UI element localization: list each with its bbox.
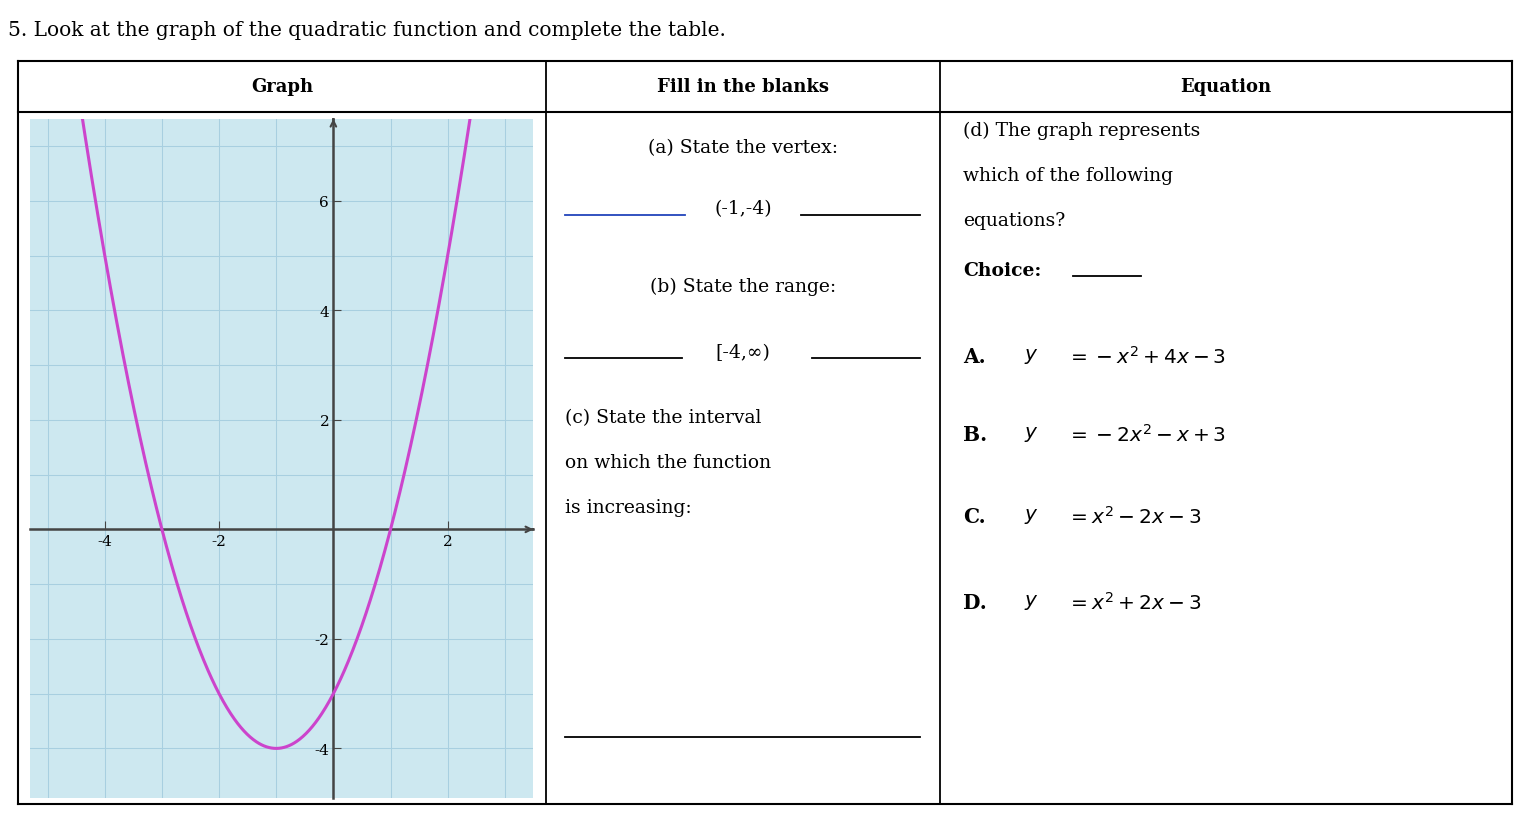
Text: $= x^2 - 2x - 3$: $= x^2 - 2x - 3$ <box>1067 505 1201 527</box>
Text: (-1,-4): (-1,-4) <box>715 200 771 218</box>
Text: $y$: $y$ <box>1024 592 1039 612</box>
Text: Fill in the blanks: Fill in the blanks <box>657 79 829 96</box>
Text: $= x^2 + 2x - 3$: $= x^2 + 2x - 3$ <box>1067 591 1201 613</box>
Text: B.: B. <box>963 424 988 444</box>
Text: on which the function: on which the function <box>565 454 771 472</box>
Text: $= -x^2 + 4x - 3$: $= -x^2 + 4x - 3$ <box>1067 346 1225 367</box>
Text: $y$: $y$ <box>1024 346 1039 366</box>
Text: Equation: Equation <box>1181 79 1271 96</box>
Text: Choice:: Choice: <box>963 261 1041 279</box>
Text: $y$: $y$ <box>1024 506 1039 526</box>
Text: (b) State the range:: (b) State the range: <box>649 278 837 296</box>
Text: $= -2x^2 - x + 3$: $= -2x^2 - x + 3$ <box>1067 423 1225 445</box>
Text: (c) State the interval: (c) State the interval <box>565 409 762 427</box>
Text: D.: D. <box>963 592 988 612</box>
Text: (d) The graph represents: (d) The graph represents <box>963 122 1201 140</box>
Text: equations?: equations? <box>963 212 1065 230</box>
Text: [-4,∞): [-4,∞) <box>715 343 771 361</box>
Text: (a) State the vertex:: (a) State the vertex: <box>648 138 838 156</box>
Text: 5. Look at the graph of the quadratic function and complete the table.: 5. Look at the graph of the quadratic fu… <box>8 20 725 39</box>
Text: Graph: Graph <box>251 79 312 96</box>
Text: $y$: $y$ <box>1024 424 1039 444</box>
Text: A.: A. <box>963 346 986 366</box>
Text: which of the following: which of the following <box>963 167 1173 185</box>
Text: C.: C. <box>963 506 986 526</box>
Text: is increasing:: is increasing: <box>565 499 692 517</box>
